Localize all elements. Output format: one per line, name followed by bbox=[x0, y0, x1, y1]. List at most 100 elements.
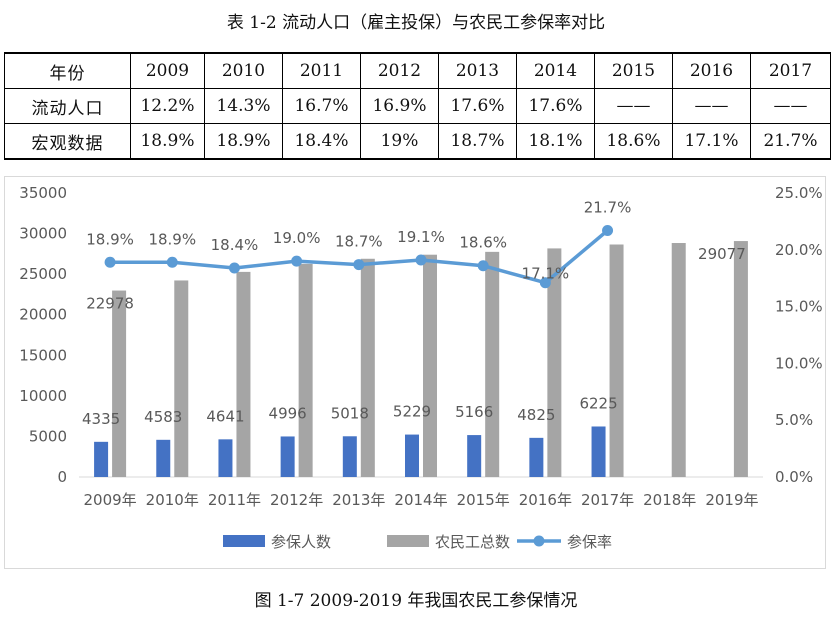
rate-point bbox=[353, 259, 365, 271]
table-cell: —— bbox=[594, 88, 673, 124]
year-cell: 2009 bbox=[130, 52, 205, 89]
bar-total bbox=[547, 248, 562, 477]
table-cell: 12.2% bbox=[130, 88, 205, 124]
data-label-total: 29077 bbox=[698, 245, 746, 263]
comparison-table: 年份 2009 2010 2011 2012 2013 2014 2015 20… bbox=[4, 52, 831, 160]
bar-insured bbox=[156, 439, 171, 477]
table-cell: —— bbox=[750, 88, 831, 124]
table-cell: 17.6% bbox=[438, 88, 517, 124]
x-tick-label: 2017年 bbox=[581, 491, 634, 509]
legend-label-insured: 参保人数 bbox=[271, 533, 331, 551]
y-right-tick-label: 0.0% bbox=[775, 468, 813, 486]
bar-total bbox=[112, 290, 127, 477]
data-label-insured: 6225 bbox=[579, 394, 617, 412]
rate-point bbox=[166, 256, 178, 268]
rate-point bbox=[228, 262, 240, 274]
x-tick-label: 2010年 bbox=[146, 491, 199, 509]
table-cell: 17.1% bbox=[672, 123, 751, 160]
bar-total bbox=[733, 241, 748, 477]
table-cell: 17.6% bbox=[516, 88, 595, 124]
year-cell: 2013 bbox=[438, 52, 517, 89]
y-right-tick-label: 5.0% bbox=[775, 411, 813, 429]
chart-svg: 0 5000 10000 15000 20000 25000 30000 35000 0.0% 5… bbox=[19, 184, 823, 551]
x-tick-label: 2019年 bbox=[705, 491, 758, 509]
year-cell: 2011 bbox=[282, 52, 361, 89]
table-cell: 21.7% bbox=[750, 123, 831, 160]
table-cell: 14.3% bbox=[204, 88, 283, 124]
data-label-insured: 4825 bbox=[517, 406, 555, 424]
table-row-floating-population: 流动人口 12.2% 14.3% 16.7% 16.9% 17.6% 17.6%… bbox=[4, 88, 831, 124]
table-cell: 19% bbox=[360, 123, 439, 160]
table-row-macro-data: 宏观数据 18.9% 18.9% 18.4% 19% 18.7% 18.1% 1… bbox=[4, 123, 831, 160]
data-label-total: 22978 bbox=[86, 295, 134, 313]
legend-swatch-insured bbox=[223, 535, 265, 547]
table-cell: 18.9% bbox=[204, 123, 283, 160]
data-label-rate: 18.6% bbox=[459, 234, 507, 252]
year-header-cell: 年份 bbox=[4, 52, 131, 89]
rate-point bbox=[104, 256, 116, 268]
y-right-tick-label: 25.0% bbox=[775, 184, 823, 202]
data-label-insured: 4335 bbox=[82, 410, 120, 428]
y-left-tick-label: 35000 bbox=[19, 184, 67, 202]
data-label-rate: 19.1% bbox=[397, 228, 445, 246]
data-label-rate: 18.4% bbox=[211, 236, 259, 254]
row-label: 流动人口 bbox=[4, 88, 131, 124]
table-cell: —— bbox=[672, 88, 751, 124]
data-label-insured: 4641 bbox=[206, 407, 244, 425]
x-tick-label: 2015年 bbox=[457, 491, 510, 509]
bar-insured bbox=[467, 435, 482, 477]
data-label-rate: 18.9% bbox=[148, 230, 196, 248]
bar-total bbox=[236, 271, 251, 477]
table-cell: 18.9% bbox=[130, 123, 205, 160]
y-left-tick-label: 30000 bbox=[19, 225, 67, 243]
legend-swatch-total bbox=[387, 535, 429, 547]
x-tick-label: 2013年 bbox=[332, 491, 385, 509]
y-left-tick-label: 5000 bbox=[29, 427, 67, 445]
rate-point bbox=[477, 260, 489, 272]
table-cell: 16.7% bbox=[282, 88, 361, 124]
year-cell: 2015 bbox=[594, 52, 673, 89]
x-tick-label: 2016年 bbox=[519, 491, 572, 509]
table-title: 表 1-2 流动人口（雇主投保）与农民工参保率对比 bbox=[226, 13, 606, 33]
bar-insured bbox=[405, 434, 419, 477]
legend-label-rate: 参保率 bbox=[567, 533, 612, 551]
bar-insured bbox=[342, 436, 357, 477]
x-tick-label: 2009年 bbox=[83, 491, 136, 509]
table-cell: 18.4% bbox=[282, 123, 361, 160]
bar-total bbox=[174, 280, 189, 477]
rate-point bbox=[415, 254, 427, 266]
row-label: 宏观数据 bbox=[4, 123, 131, 160]
figure-caption: 图 1-7 2009-2019 年我国农民工参保情况 bbox=[254, 591, 578, 611]
y-left-tick-label: 15000 bbox=[19, 346, 67, 364]
table-cell: 18.6% bbox=[594, 123, 673, 160]
x-tick-label: 2014年 bbox=[394, 491, 447, 509]
x-tick-label: 2012年 bbox=[270, 491, 323, 509]
chart-container: 0 5000 10000 15000 20000 25000 30000 35000 0.0% 5… bbox=[4, 176, 826, 569]
year-cell: 2014 bbox=[516, 52, 595, 89]
data-label-insured: 5229 bbox=[393, 403, 431, 421]
year-cell: 2012 bbox=[360, 52, 439, 89]
bar-insured bbox=[218, 439, 233, 477]
bar-total bbox=[485, 251, 500, 477]
bar-insured bbox=[591, 426, 606, 477]
y-right-tick-label: 10.0% bbox=[775, 354, 823, 372]
y-left-tick-label: 10000 bbox=[19, 387, 67, 405]
y-right-tick-label: 15.0% bbox=[775, 298, 823, 316]
data-label-insured: 5018 bbox=[331, 404, 369, 422]
data-label-insured: 5166 bbox=[455, 403, 493, 421]
y-left-tick-label: 25000 bbox=[19, 265, 67, 283]
bar-total bbox=[298, 263, 313, 477]
y-left-tick-label: 20000 bbox=[19, 306, 67, 324]
rate-point bbox=[291, 255, 303, 267]
year-cell: 2016 bbox=[672, 52, 751, 89]
year-cell: 2010 bbox=[204, 52, 283, 89]
bar-insured bbox=[94, 441, 109, 477]
bar-total bbox=[609, 244, 624, 477]
bar-insured bbox=[529, 437, 544, 477]
data-label-rate: 21.7% bbox=[584, 198, 632, 216]
y-right-tick-label: 20.0% bbox=[775, 241, 823, 259]
table-header-row: 年份 2009 2010 2011 2012 2013 2014 2015 20… bbox=[4, 52, 831, 89]
data-label-insured: 4996 bbox=[269, 404, 307, 422]
data-label-rate: 18.9% bbox=[86, 230, 134, 248]
rate-point bbox=[602, 224, 614, 236]
